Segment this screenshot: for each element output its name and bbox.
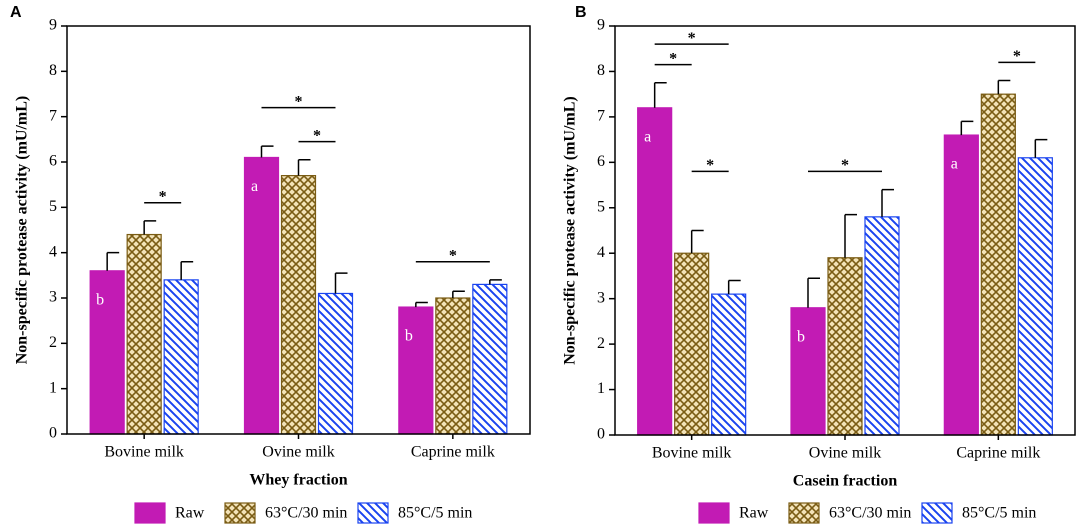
error-bar: [180, 260, 194, 280]
bar: [126, 233, 162, 435]
y-tick-label: 1: [49, 379, 57, 396]
bar: [637, 107, 673, 436]
error-bar: [334, 272, 348, 294]
error-bar: [881, 188, 894, 217]
bar: [243, 156, 280, 435]
error-bar: [653, 82, 667, 108]
error-bar: [690, 229, 704, 254]
legend-swatch: [357, 502, 389, 524]
bar: [790, 307, 826, 436]
x-tick-label: Ovine milk: [809, 445, 881, 462]
bar: [280, 175, 317, 435]
y-tick-label: 0: [49, 425, 57, 442]
group-letter: a: [951, 156, 958, 173]
bar: [864, 216, 900, 436]
bar: [711, 293, 747, 436]
bar: [317, 292, 354, 435]
x-tick-label: Caprine milk: [411, 444, 495, 461]
error-bar: [452, 290, 465, 298]
significance-label: *: [295, 93, 303, 110]
group-letter: b: [96, 291, 104, 308]
y-axis-title: Non-specific protease activity (mU/mL): [14, 96, 31, 365]
error-bar: [1034, 138, 1048, 158]
bar: [398, 306, 434, 435]
significance-label: *: [313, 127, 321, 144]
legend-label: 85°C/5 min: [398, 505, 472, 522]
y-tick-label: 4: [597, 244, 605, 261]
bar: [980, 93, 1016, 436]
x-tick-label: Caprine milk: [956, 445, 1040, 462]
y-tick-label: 7: [49, 107, 57, 124]
significance-label: *: [1013, 48, 1021, 65]
error-bar: [297, 158, 311, 176]
x-axis-title: Whey fraction: [249, 472, 347, 489]
significance-label: *: [688, 30, 696, 47]
legend-label: Raw: [175, 505, 205, 522]
error-bar: [415, 301, 428, 308]
legend-label: 85°C/5 min: [962, 505, 1036, 522]
significance-label: *: [841, 157, 849, 174]
significance-label: *: [449, 247, 457, 264]
y-axis-title: Non-specific protease activity (mU/mL): [562, 96, 579, 365]
legend-swatch: [921, 502, 953, 524]
error-bar: [960, 120, 974, 136]
error-bar: [489, 279, 502, 285]
legend-label: Raw: [739, 505, 769, 522]
y-tick-label: 0: [597, 426, 605, 443]
y-tick-label: 8: [597, 62, 605, 79]
bar: [1017, 157, 1053, 436]
legend-swatch: [698, 502, 730, 524]
y-tick-label: 6: [597, 153, 605, 170]
error-bar: [143, 220, 157, 235]
panel-label: B: [575, 4, 587, 21]
y-tick-label: 2: [597, 335, 605, 352]
legend-swatch: [224, 502, 256, 524]
plot-frame: [614, 25, 1076, 436]
bar: [943, 134, 979, 436]
y-tick-label: 8: [49, 62, 57, 79]
x-tick-label: Bovine milk: [652, 445, 732, 462]
bar: [827, 257, 863, 436]
group-letter: a: [251, 178, 258, 195]
legend-label: 63°C/30 min: [265, 505, 347, 522]
y-tick-label: 4: [49, 243, 57, 260]
y-tick-label: 3: [49, 289, 57, 306]
bar: [674, 252, 710, 436]
legend-swatch: [788, 502, 820, 524]
error-bar: [260, 145, 274, 158]
error-bar: [807, 277, 820, 308]
significance-label: *: [706, 157, 714, 174]
y-tick-label: 6: [49, 153, 57, 170]
x-tick-label: Ovine milk: [262, 444, 334, 461]
bar: [435, 297, 471, 435]
y-tick-label: 5: [597, 198, 605, 215]
y-tick-label: 3: [597, 289, 605, 306]
y-tick-label: 5: [49, 198, 57, 215]
plot-frame: [66, 25, 531, 435]
legend-label: 63°C/30 min: [829, 505, 911, 522]
y-tick-label: 7: [597, 108, 605, 125]
bar: [89, 270, 125, 435]
y-tick-label: 1: [597, 380, 605, 397]
error-bar: [844, 213, 857, 258]
group-letter: a: [644, 128, 651, 145]
y-tick-label: 9: [597, 17, 605, 34]
panel-label: A: [10, 4, 22, 21]
group-letter: b: [797, 328, 805, 345]
error-bar: [727, 279, 741, 295]
y-tick-label: 9: [49, 17, 57, 34]
y-tick-label: 2: [49, 334, 57, 351]
significance-label: *: [159, 188, 167, 205]
error-bar: [106, 251, 120, 271]
x-axis-title: Casein fraction: [793, 473, 898, 490]
bar: [472, 283, 508, 435]
group-letter: b: [405, 328, 413, 345]
x-tick-label: Bovine milk: [104, 444, 184, 461]
legend-swatch: [134, 502, 166, 524]
significance-label: *: [669, 50, 677, 67]
error-bar: [997, 79, 1011, 95]
bar: [163, 279, 199, 435]
